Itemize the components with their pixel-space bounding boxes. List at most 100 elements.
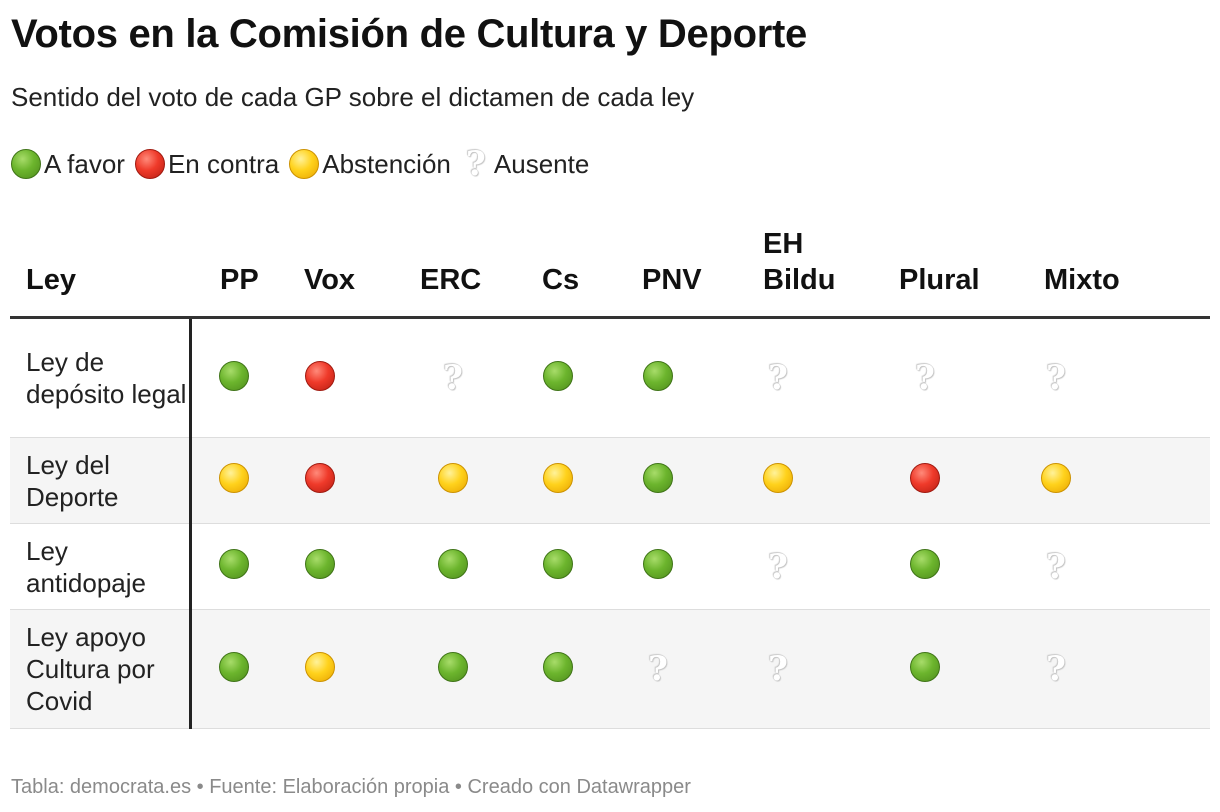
green-circle-icon — [438, 651, 468, 682]
table-row: Ley del Deporte — [10, 437, 1210, 524]
red-circle-icon — [305, 463, 335, 493]
green-circle-icon — [218, 549, 249, 579]
table-row: Ley antidopaje?? — [10, 523, 1210, 610]
question-mark-icon: ? — [768, 546, 788, 587]
green-circle-icon — [543, 549, 573, 579]
vote-cell-pp — [190, 524, 290, 610]
vote-cell-cs — [527, 318, 627, 438]
vote-cell-erc — [406, 609, 527, 729]
vote-cell-mixto — [1033, 437, 1210, 524]
vote-cell-pp — [190, 437, 290, 524]
vote-cell-erc — [406, 524, 527, 610]
footer-credits: Tabla: democrata.es • Fuente: Elaboració… — [11, 776, 691, 798]
vote-cell-eh-bildu: ? — [753, 524, 888, 610]
vote-cell-cs — [527, 437, 627, 524]
table-header-row: Ley PP Vox ERC Cs PNV EH Bildu Plural Mi… — [10, 226, 1210, 319]
vote-cell-plural — [888, 437, 1033, 524]
green-circle-icon — [543, 360, 573, 391]
vote-cell-plural — [888, 524, 1033, 610]
legend-item-ausente: ? Ausente — [461, 144, 590, 184]
green-circle-icon — [438, 549, 468, 579]
green-circle-icon — [218, 651, 249, 682]
column-header-pp: PP — [190, 226, 290, 319]
vote-cell-vox — [290, 437, 406, 524]
vote-cell-mixto: ? — [1033, 609, 1210, 729]
column-header-erc: ERC — [406, 226, 527, 319]
question-mark-icon: ? — [768, 649, 788, 689]
column-header-vox: Vox — [290, 226, 406, 319]
table-row: Ley de depósito legal???? — [10, 317, 1210, 438]
vote-cell-vox — [290, 524, 406, 610]
question-mark-icon: ? — [768, 358, 788, 398]
column-header-eh-bildu: EH Bildu — [753, 226, 888, 319]
yellow-circle-icon — [1041, 463, 1071, 493]
yellow-circle-icon — [543, 463, 573, 493]
yellow-circle-icon — [289, 149, 320, 179]
law-name-cell: Ley apoyo Cultura por Covid — [10, 609, 192, 729]
table-row: Ley apoyo Cultura por Covid??? — [10, 609, 1210, 729]
legend-item-favor: A favor — [11, 149, 125, 180]
law-name-cell: Ley antidopaje — [10, 523, 192, 610]
vote-cell-pp — [190, 609, 290, 729]
votes-table: Ley PP Vox ERC Cs PNV EH Bildu Plural Mi… — [10, 226, 1210, 729]
green-circle-icon — [910, 651, 940, 682]
vote-cell-plural — [888, 609, 1033, 729]
vote-cell-mixto: ? — [1033, 318, 1210, 438]
vote-cell-plural: ? — [888, 318, 1033, 438]
vote-cell-pnv — [627, 318, 753, 438]
law-name-cell: Ley del Deporte — [10, 437, 192, 524]
yellow-circle-icon — [763, 463, 793, 493]
vote-cell-eh-bildu: ? — [753, 609, 888, 729]
vote-cell-vox — [290, 609, 406, 729]
legend-label-abst: Abstención — [322, 148, 451, 179]
column-header-cs: Cs — [527, 226, 627, 319]
vote-cell-mixto: ? — [1033, 524, 1210, 610]
vote-cell-eh-bildu — [753, 437, 888, 524]
vote-cell-pnv — [627, 437, 753, 524]
vote-cell-erc — [406, 437, 527, 524]
vote-cell-pnv: ? — [627, 609, 753, 729]
legend-item-abst: Abstención — [289, 149, 451, 180]
legend-label-contra: En contra — [167, 148, 280, 179]
column-header-ley: Ley — [10, 226, 190, 319]
column-header-plural: Plural — [888, 226, 1033, 319]
question-mark-icon: ? — [648, 649, 668, 689]
green-circle-icon — [910, 549, 940, 579]
yellow-circle-icon — [218, 463, 249, 493]
legend: A favor En contra Abstención ? Ausente — [11, 144, 599, 184]
vote-cell-pnv — [627, 524, 753, 610]
votes-table-wrap: Ley PP Vox ERC Cs PNV EH Bildu Plural Mi… — [10, 226, 1210, 729]
question-mark-icon: ? — [443, 358, 463, 398]
vote-cell-pp — [190, 318, 290, 438]
green-circle-icon — [643, 549, 673, 579]
vote-cell-vox — [290, 318, 406, 438]
green-circle-icon — [543, 651, 573, 682]
question-mark-icon: ? — [1046, 546, 1066, 587]
law-name-cell: Ley de depósito legal — [10, 317, 192, 438]
question-mark-icon: ? — [1046, 358, 1066, 398]
legend-label-favor: A favor — [44, 148, 125, 179]
red-circle-icon — [134, 149, 165, 179]
column-header-mixto: Mixto — [1033, 226, 1210, 319]
vote-cell-cs — [527, 524, 627, 610]
question-mark-icon: ? — [465, 144, 486, 184]
vote-cell-eh-bildu: ? — [753, 318, 888, 438]
legend-label-ausente: Ausente — [493, 148, 590, 179]
chart-subtitle: Sentido del voto de cada GP sobre el dic… — [11, 82, 695, 112]
legend-item-contra: En contra — [134, 148, 280, 180]
vote-cell-erc: ? — [406, 318, 527, 438]
question-mark-icon: ? — [1046, 649, 1066, 689]
yellow-circle-icon — [305, 651, 335, 682]
question-mark-icon: ? — [915, 358, 935, 398]
green-circle-icon — [218, 360, 249, 391]
red-circle-icon — [305, 360, 335, 391]
green-circle-icon — [11, 149, 41, 179]
column-header-pnv: PNV — [627, 226, 753, 319]
yellow-circle-icon — [438, 463, 468, 493]
green-circle-icon — [643, 360, 673, 391]
green-circle-icon — [643, 463, 673, 493]
green-circle-icon — [305, 549, 335, 579]
red-circle-icon — [910, 463, 940, 493]
vote-cell-cs — [527, 609, 627, 729]
chart-title: Votos en la Comisión de Cultura y Deport… — [11, 12, 807, 56]
